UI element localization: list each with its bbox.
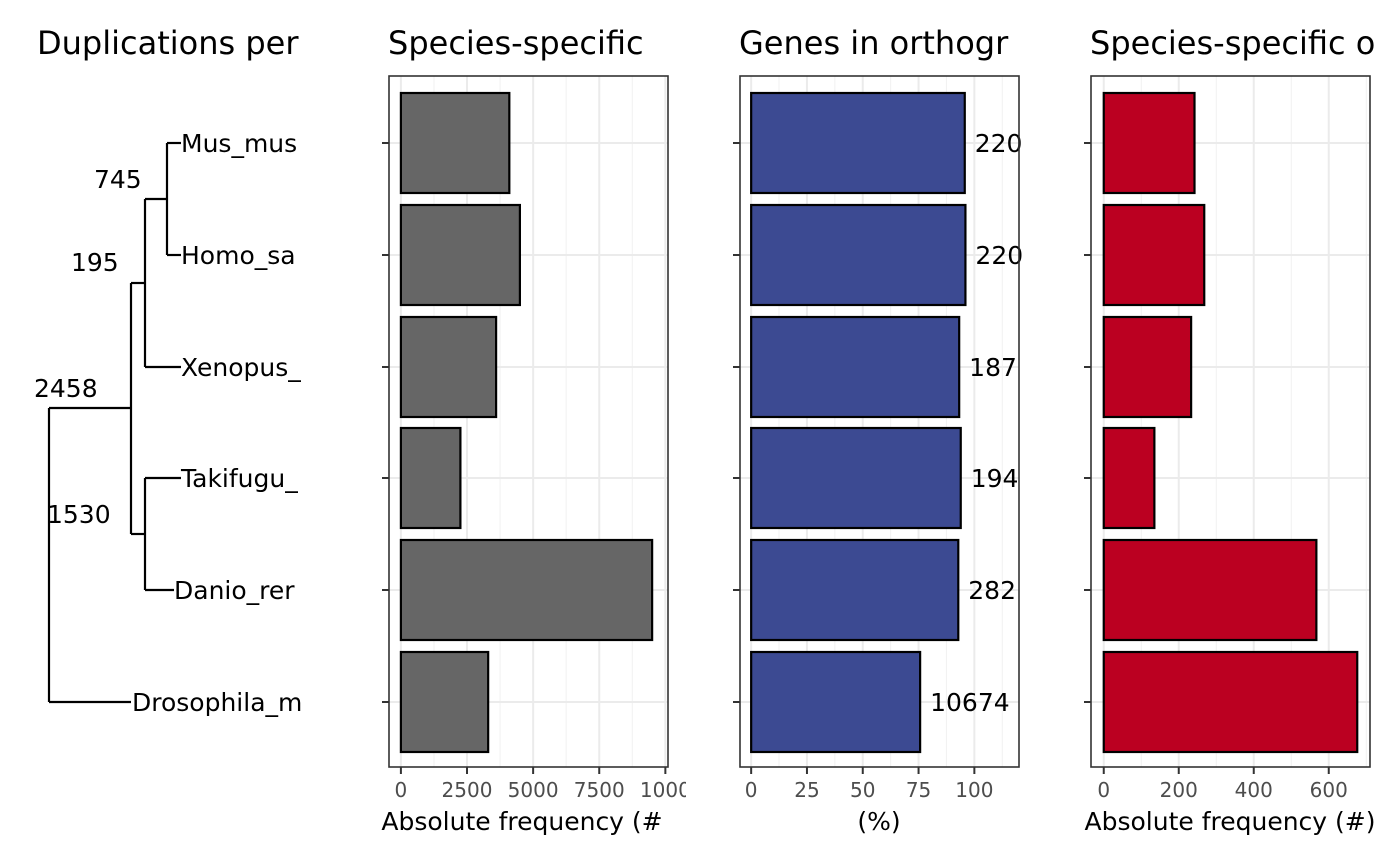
- x-tick-label: 75: [906, 778, 931, 802]
- bar: [750, 426, 962, 530]
- x-tick-labels: 0 2500 5000 7500 1000: [395, 778, 691, 802]
- bar-label: 220: [975, 129, 1023, 158]
- x-tick-label: 100: [955, 778, 993, 802]
- x-tick-labels: 0 25 50 75 100: [745, 778, 994, 802]
- bar: [399, 203, 522, 307]
- bar: [1102, 538, 1318, 642]
- x-tick-label: 400: [1235, 778, 1273, 802]
- bar: [1102, 203, 1206, 307]
- x-tick-label: 0: [1097, 778, 1110, 802]
- node-label: 1530: [47, 500, 111, 529]
- bar: [1102, 315, 1193, 419]
- bar: [399, 650, 490, 754]
- tip-label: Xenopus_: [181, 353, 301, 382]
- panel-title: Genes in orthogr: [739, 24, 1009, 62]
- panel-species-specific-orthogroups: Species-specific o 0 200 400 600 Absolute f…: [1084, 24, 1376, 836]
- x-axis-label: Absolute frequency (#): [1084, 807, 1375, 836]
- x-axis-label: Absolute frequency (#: [381, 807, 662, 836]
- bar: [1102, 650, 1359, 754]
- bar-label: 187: [969, 353, 1017, 382]
- tree-node-labels: 745 195 2458 1530: [34, 165, 142, 529]
- tip-label: Takifugu_: [180, 464, 298, 493]
- x-axis-label: (%): [857, 807, 900, 836]
- tree-panel: Duplications per Mus_mus Homo_sa Xenopus…: [34, 24, 302, 717]
- x-tick-label: 25: [794, 778, 819, 802]
- bar: [399, 538, 654, 642]
- plot-area: [382, 75, 669, 774]
- bar: [1102, 91, 1196, 195]
- bar: [750, 315, 961, 419]
- x-tick-label: 200: [1160, 778, 1198, 802]
- tree-title: Duplications per: [37, 24, 299, 62]
- tip-label: Mus_mus: [181, 129, 297, 158]
- bar: [399, 315, 498, 419]
- bar: [399, 426, 462, 530]
- panel-border: [1090, 75, 1371, 768]
- panel-species-specific-duplications: Species-specific 0 2500 5000 7500 1000 Absol…: [381, 24, 691, 836]
- panel-genes-in-orthogroups: Genes in orthogr 220 220 187 194 282 10674 0 2…: [733, 24, 1023, 836]
- tip-label: Homo_sa: [181, 241, 296, 270]
- x-tick-label: 1000: [640, 778, 691, 802]
- x-tick-label: 5000: [508, 778, 559, 802]
- node-label: 195: [71, 248, 119, 277]
- x-tick-label: 600: [1310, 778, 1348, 802]
- bar: [750, 538, 960, 642]
- bar: [750, 91, 966, 195]
- bar: [750, 650, 922, 754]
- tree-branches: [47, 141, 181, 704]
- x-tick-label: 2500: [442, 778, 493, 802]
- x-tick-label: 50: [850, 778, 875, 802]
- x-tick-label: 7500: [574, 778, 625, 802]
- tip-label: Drosophila_m: [132, 688, 302, 717]
- bar: [399, 91, 511, 195]
- bar-label: 282: [968, 576, 1016, 605]
- tip-label: Danio_rer: [174, 576, 295, 605]
- bar-label: 220: [975, 241, 1023, 270]
- bar-label: 194: [971, 464, 1019, 493]
- bar-label: 10674: [930, 688, 1010, 717]
- bar: [1102, 426, 1156, 530]
- x-tick-label: 0: [395, 778, 408, 802]
- panel-border: [388, 75, 669, 768]
- x-tick-labels: 0 200 400 600: [1097, 778, 1347, 802]
- bar: [750, 203, 967, 307]
- node-label: 2458: [34, 374, 98, 403]
- x-tick-label: 0: [745, 778, 758, 802]
- tree-tip-labels: Mus_mus Homo_sa Xenopus_ Takifugu_ Danio…: [132, 129, 302, 717]
- panel-title: Species-specific: [388, 24, 644, 62]
- panel-title: Species-specific o: [1090, 24, 1375, 62]
- node-label: 745: [94, 165, 142, 194]
- plot-area: 220 220 187 194 282 10674: [733, 75, 1023, 774]
- plot-area: [1084, 75, 1371, 774]
- panel-border: [739, 75, 1020, 768]
